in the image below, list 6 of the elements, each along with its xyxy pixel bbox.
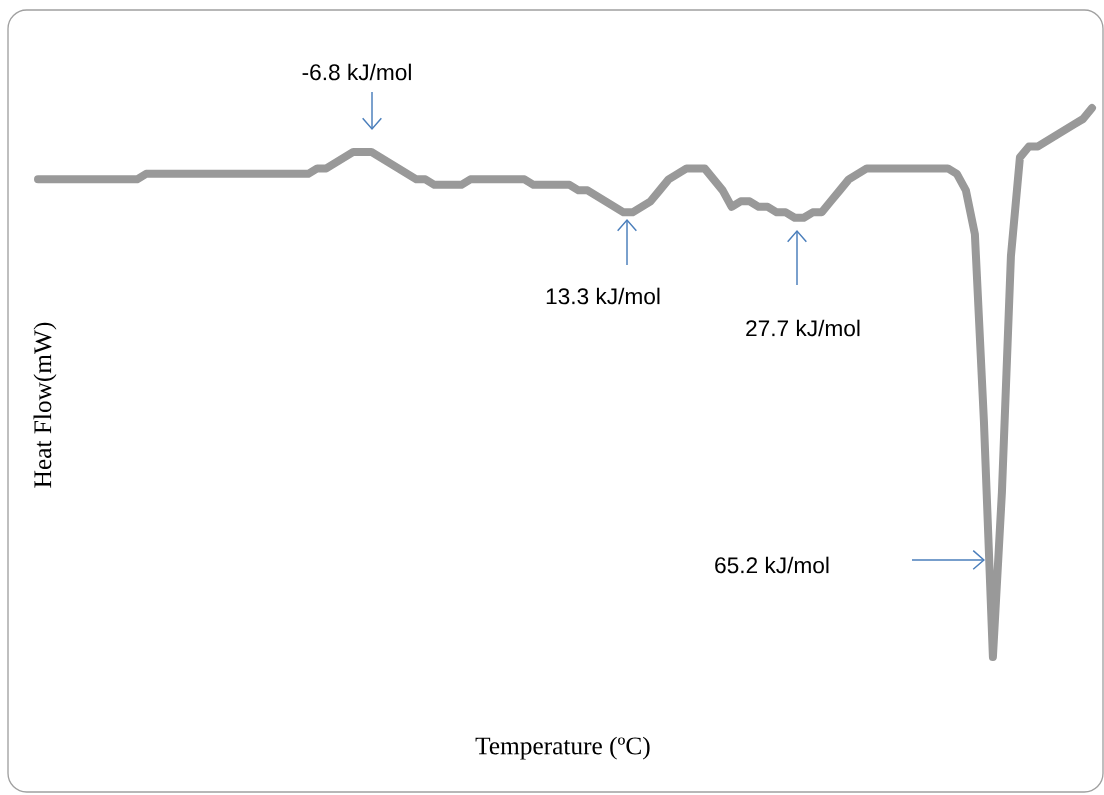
annotation: 13.3 kJ/mol: [546, 287, 660, 305]
annotation: 27.7 kJ/mol: [746, 319, 860, 337]
y-axis-title: Heat Flow(mW): [33, 322, 57, 488]
text: -6.8 kJ/mol: [302, 63, 411, 81]
x-axis-title: Temperature (ºC): [475, 736, 650, 760]
annotation: 65.2 kJ/mol: [715, 556, 829, 574]
